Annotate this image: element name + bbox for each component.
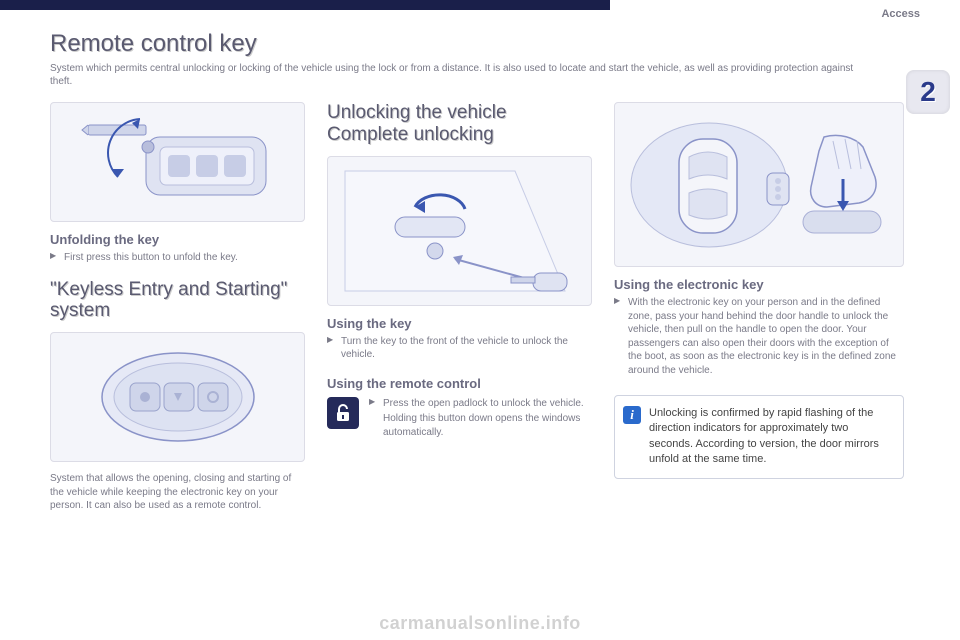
using-remote-heading: Using the remote control xyxy=(327,376,592,391)
info-text: Unlocking is confirmed by rapid flashing… xyxy=(649,407,879,465)
chapter-number-badge: 2 xyxy=(906,70,950,114)
open-padlock-icon xyxy=(327,397,359,429)
door-key-svg xyxy=(335,161,585,301)
top-bar xyxy=(0,0,610,10)
hand-zone-svg xyxy=(619,107,899,262)
intro-text: System which permits central unlocking o… xyxy=(50,62,870,88)
remote-bullet: Press the open padlock to unlock the veh… xyxy=(369,397,592,411)
unfolding-bullet: First press this button to unfold the ke… xyxy=(50,251,305,265)
info-box: i Unlocking is confirmed by rapid flashi… xyxy=(614,395,904,479)
remote-note: Holding this button down opens the windo… xyxy=(369,412,592,439)
illus-keyless-fob xyxy=(50,332,305,462)
remote-row: Press the open padlock to unlock the veh… xyxy=(327,397,592,440)
column-2: Unlocking the vehicle Complete unlocking xyxy=(327,102,592,513)
unlocking-heading-l2: Complete unlocking xyxy=(327,124,494,145)
keyless-description: System that allows the opening, closing … xyxy=(50,472,305,513)
electronic-key-heading: Using the electronic key xyxy=(614,277,904,292)
keyless-fob-svg xyxy=(68,337,288,457)
illus-door-key xyxy=(327,156,592,306)
electronic-key-bullet: With the electronic key on your person a… xyxy=(614,296,904,377)
remote-text-block: Press the open padlock to unlock the veh… xyxy=(369,397,592,440)
info-icon: i xyxy=(623,406,641,424)
using-key-heading: Using the key xyxy=(327,316,592,331)
page-title: Remote control key xyxy=(50,30,910,58)
key-unfold-svg xyxy=(68,107,288,217)
column-1: Unfolding the key First press this butto… xyxy=(50,102,305,513)
illus-key-unfold xyxy=(50,102,305,222)
columns: Unfolding the key First press this butto… xyxy=(50,102,910,513)
using-key-bullet: Turn the key to the front of the vehicle… xyxy=(327,335,592,362)
unlocking-heading-l1: Unlocking the vehicle xyxy=(327,102,507,123)
column-3: Using the electronic key With the electr… xyxy=(614,102,904,513)
illus-hand-zone xyxy=(614,102,904,267)
unfolding-heading: Unfolding the key xyxy=(50,232,305,247)
keyless-heading: "Keyless Entry and Starting" system xyxy=(50,279,305,323)
unlocking-heading: Unlocking the vehicle Complete unlocking xyxy=(327,102,592,146)
page-content: Remote control key System which permits … xyxy=(50,30,910,513)
watermark: carmanualsonline.info xyxy=(0,613,960,634)
header-category: Access xyxy=(881,8,920,20)
